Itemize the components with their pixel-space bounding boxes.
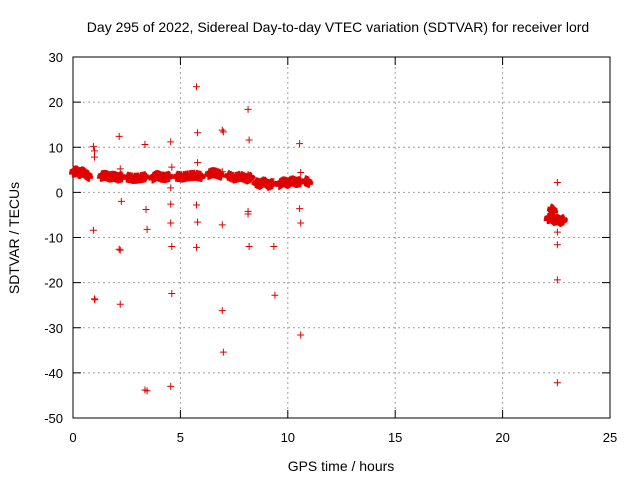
x-axis-label: GPS time / hours — [288, 458, 395, 474]
data-point — [194, 159, 202, 167]
data-point — [143, 225, 151, 233]
data-point — [553, 178, 561, 186]
x-tick-label: 10 — [281, 430, 295, 445]
x-tick-labels: 0 5 10 15 20 25 — [69, 430, 617, 445]
data-point — [244, 105, 252, 113]
data-point — [270, 243, 278, 251]
data-point — [268, 179, 277, 188]
data-point — [244, 210, 252, 218]
grid-lines — [73, 57, 610, 418]
y-tick-label: -20 — [44, 276, 63, 291]
data-point — [90, 147, 98, 155]
data-point — [142, 206, 150, 214]
data-point — [115, 132, 123, 140]
data-point — [193, 243, 201, 251]
x-tick-label: 5 — [177, 430, 184, 445]
data-point — [168, 243, 176, 251]
data-point — [296, 205, 304, 213]
data-point — [271, 291, 279, 299]
data-point — [218, 307, 226, 315]
data-point — [89, 142, 97, 150]
data-point — [84, 172, 92, 180]
data-point — [116, 246, 124, 254]
y-tick-label: -50 — [44, 411, 63, 426]
data-point — [168, 163, 176, 171]
data-point — [218, 168, 226, 176]
chart-title: Day 295 of 2022, Sidereal Day-to-day VTE… — [87, 19, 589, 35]
data-point — [550, 207, 559, 216]
data-point — [141, 141, 149, 149]
data-point — [90, 153, 98, 161]
data-point — [194, 129, 202, 137]
data-point — [270, 178, 278, 186]
data-point — [89, 226, 97, 234]
x-tick-label: 0 — [69, 430, 76, 445]
data-point — [245, 243, 253, 251]
data-point — [165, 172, 174, 181]
y-tick-label: 20 — [49, 95, 63, 110]
x-tick-label: 20 — [495, 430, 509, 445]
data-point — [167, 200, 175, 208]
data-point — [75, 167, 83, 175]
data-point — [193, 83, 201, 91]
y-tick-labels: -50 -40 -30 -20 -10 0 10 20 30 — [44, 50, 63, 426]
data-point — [297, 169, 305, 177]
data-point — [217, 171, 226, 180]
y-axis-label: SDTVAR / TECUs — [6, 182, 22, 294]
x-tick-label: 25 — [603, 430, 617, 445]
data-point — [553, 379, 561, 387]
data-point — [297, 331, 305, 339]
y-tick-label: -30 — [44, 321, 63, 336]
data-point — [244, 170, 252, 178]
y-tick-label: -40 — [44, 366, 63, 381]
data-points — [69, 83, 568, 395]
data-point — [91, 296, 99, 304]
data-point — [296, 140, 304, 148]
data-point — [559, 215, 568, 224]
data-point — [305, 178, 314, 187]
data-point — [245, 136, 253, 144]
data-point — [167, 219, 175, 227]
data-point — [116, 300, 124, 308]
data-point — [167, 138, 175, 146]
data-point — [218, 221, 226, 229]
data-point — [553, 228, 561, 236]
data-point — [219, 128, 227, 136]
axis-ticks — [72, 56, 611, 419]
data-point — [219, 348, 227, 356]
data-point — [167, 184, 175, 192]
data-point — [193, 201, 201, 209]
data-point — [80, 169, 88, 177]
y-tick-label: 10 — [49, 140, 63, 155]
data-point — [218, 126, 226, 134]
data-point — [168, 289, 176, 297]
data-point — [117, 197, 125, 205]
data-point — [297, 219, 305, 227]
data-point — [167, 382, 175, 390]
data-point — [553, 276, 561, 284]
data-point — [115, 245, 123, 253]
data-point — [194, 218, 202, 226]
data-point — [553, 241, 561, 249]
y-tick-label: 0 — [56, 185, 63, 200]
y-tick-label: 30 — [49, 50, 63, 65]
y-tick-label: -10 — [44, 231, 63, 246]
data-point — [143, 387, 151, 395]
data-point — [116, 165, 124, 173]
data-point — [142, 172, 151, 181]
x-tick-label: 15 — [388, 430, 402, 445]
data-point — [71, 170, 79, 178]
